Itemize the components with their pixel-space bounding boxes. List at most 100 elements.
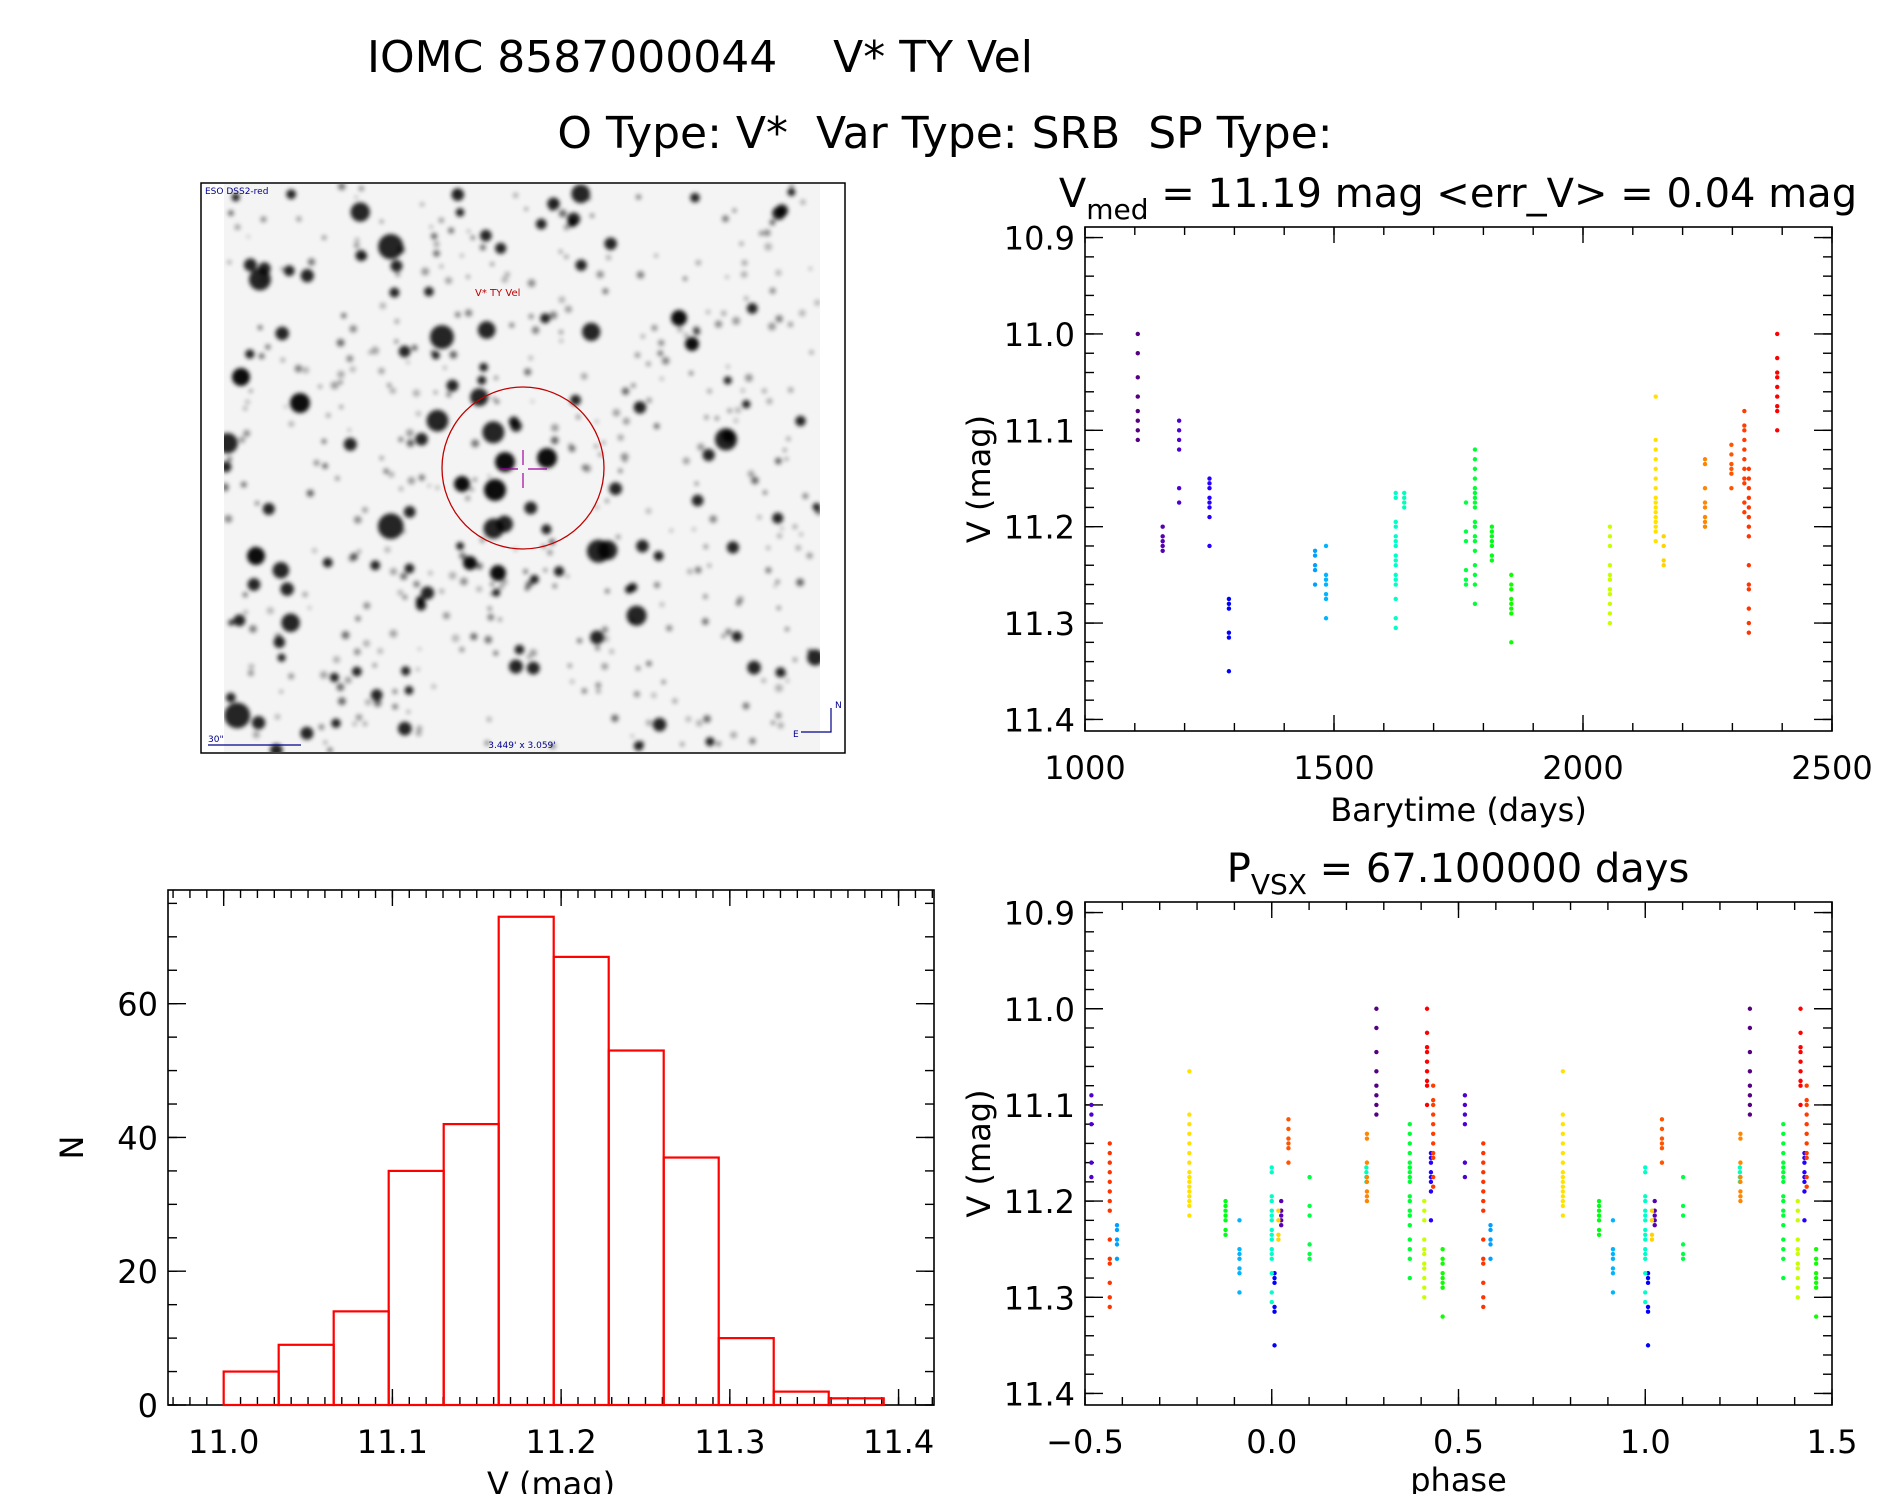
data-point xyxy=(1424,1078,1430,1084)
data-point xyxy=(1463,529,1469,534)
data-point xyxy=(1364,1136,1370,1141)
star xyxy=(547,197,560,211)
star xyxy=(763,490,768,495)
star xyxy=(406,360,410,364)
compass-icon xyxy=(801,708,832,733)
star xyxy=(500,578,508,586)
star xyxy=(526,654,532,660)
data-point xyxy=(1643,1299,1648,1305)
star xyxy=(757,515,762,520)
data-point xyxy=(1653,457,1658,462)
histogram-bar xyxy=(332,1310,390,1407)
data-point xyxy=(1607,611,1613,616)
data-point xyxy=(1795,1218,1800,1223)
data-point xyxy=(1645,1280,1651,1286)
star xyxy=(775,579,780,584)
star xyxy=(351,666,362,677)
star xyxy=(494,399,500,405)
star xyxy=(596,270,604,279)
star xyxy=(727,408,733,414)
star xyxy=(740,388,745,393)
data-point xyxy=(1560,1194,1566,1199)
data-point xyxy=(1364,1131,1370,1136)
data-point xyxy=(1653,538,1658,544)
data-point xyxy=(1509,587,1514,592)
star xyxy=(721,310,727,316)
data-point xyxy=(1269,1256,1274,1262)
star xyxy=(470,632,478,641)
star xyxy=(541,524,552,535)
star xyxy=(377,648,384,654)
data-point xyxy=(1286,1160,1291,1165)
star xyxy=(469,487,474,492)
data-point xyxy=(1653,394,1658,399)
data-point xyxy=(1489,524,1495,529)
data-point xyxy=(1187,1203,1192,1209)
data-point xyxy=(1729,442,1734,447)
data-point xyxy=(1804,1083,1809,1088)
star xyxy=(475,562,483,570)
data-point xyxy=(1428,1189,1434,1194)
data-point xyxy=(1440,1280,1445,1286)
data-point xyxy=(1645,1309,1651,1314)
title-rest: = 67.100000 days xyxy=(1307,846,1689,892)
data-point xyxy=(1747,1006,1753,1011)
histogram-bar xyxy=(827,1397,885,1407)
data-point xyxy=(1742,510,1747,515)
data-point xyxy=(1407,1208,1412,1213)
data-point xyxy=(1276,1218,1281,1223)
bright-star xyxy=(454,476,470,492)
star xyxy=(448,571,457,580)
star xyxy=(377,513,404,540)
data-point xyxy=(1738,1160,1743,1165)
star xyxy=(563,224,570,231)
data-point xyxy=(1610,1246,1616,1252)
data-point xyxy=(1422,1285,1427,1290)
data-point xyxy=(1207,495,1212,500)
star xyxy=(731,631,743,642)
star xyxy=(617,434,624,441)
data-point xyxy=(1798,1083,1803,1088)
star xyxy=(524,368,532,376)
star xyxy=(808,266,812,271)
data-point xyxy=(1643,1227,1648,1233)
star xyxy=(704,415,709,420)
data-point xyxy=(1407,1179,1412,1185)
data-point xyxy=(1407,1275,1412,1281)
data-point xyxy=(1237,1290,1242,1295)
star xyxy=(233,614,246,627)
data-point xyxy=(1428,1218,1434,1223)
data-point xyxy=(1364,1189,1370,1194)
data-point xyxy=(1374,1069,1379,1074)
star xyxy=(528,313,534,320)
star xyxy=(416,725,423,731)
star xyxy=(672,698,678,704)
data-point xyxy=(1223,1232,1228,1237)
star xyxy=(775,269,782,276)
data-point xyxy=(1775,375,1780,380)
data-point xyxy=(1472,485,1478,491)
x-tick-label: 11.0 xyxy=(188,1423,259,1461)
data-point xyxy=(1781,1174,1786,1180)
star xyxy=(343,437,357,451)
data-point xyxy=(1795,1251,1800,1257)
star xyxy=(364,699,372,706)
star xyxy=(633,690,641,698)
data-point xyxy=(1223,1227,1228,1233)
target-label: V* TY Vel xyxy=(475,288,520,299)
star xyxy=(243,406,248,411)
star xyxy=(472,477,477,482)
data-point xyxy=(1187,1213,1192,1218)
data-point xyxy=(1430,1083,1436,1088)
data-point xyxy=(1804,1121,1809,1127)
data-point xyxy=(1747,1049,1753,1055)
data-point xyxy=(1746,582,1752,587)
data-point xyxy=(1374,1049,1379,1055)
data-point xyxy=(1775,404,1780,409)
star xyxy=(248,268,271,291)
star xyxy=(442,612,450,620)
data-point xyxy=(1643,1232,1648,1237)
data-point xyxy=(1364,1165,1369,1170)
star xyxy=(652,717,667,732)
